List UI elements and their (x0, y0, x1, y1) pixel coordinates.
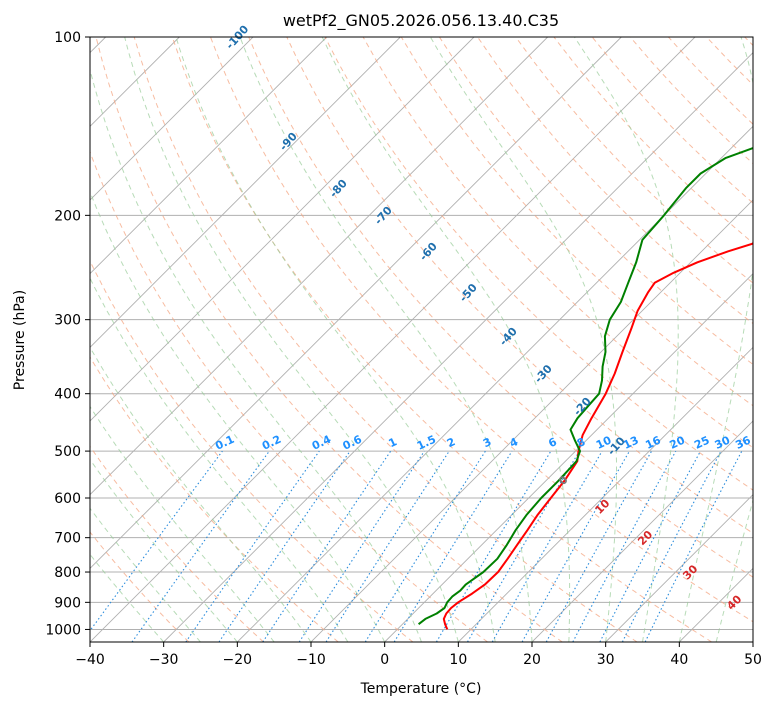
x-tick-label: −40 (75, 652, 105, 668)
mixing-ratio-label: 13 (621, 434, 640, 452)
x-axis-label: Temperature (°C) (360, 681, 482, 697)
mixing-ratio-line (644, 450, 743, 642)
x-tick-label: 30 (597, 652, 615, 668)
mixing-ratio-lines (90, 450, 743, 642)
isotherm (90, 37, 401, 348)
y-tick-label: 300 (54, 313, 81, 329)
x-tick-label: −10 (296, 652, 326, 668)
moist-adiabat (321, 37, 571, 642)
dry-adiabat (286, 37, 753, 534)
y-axis-ticks: 100 200 300 400 500 600 700 800 900 1000 (45, 30, 90, 638)
dry-adiabat (438, 37, 753, 366)
moist-adiabat (90, 458, 238, 642)
mixing-ratio-line (218, 450, 351, 642)
dry-adiabat (171, 37, 712, 642)
isotherm (90, 37, 327, 275)
mixing-ratio-label: 36 (733, 433, 753, 451)
moist-adiabat (90, 190, 386, 642)
chart-title: wetPf2_GN05.2026.056.13.40.C35 (283, 11, 559, 31)
x-tick-label: 50 (744, 652, 762, 668)
mixing-ratio-line (185, 450, 320, 642)
x-tick-label: 10 (449, 652, 467, 668)
mixing-ratio-label: 25 (692, 434, 711, 452)
y-tick-label: 600 (54, 491, 81, 507)
dry-adiabat (400, 37, 753, 407)
isotherm (90, 37, 548, 496)
plot-background (90, 37, 753, 642)
mixing-ratio-label: 20 (668, 433, 688, 451)
dry-adiabat (515, 37, 753, 284)
y-tick-label: 400 (54, 387, 81, 403)
y-tick-label: 200 (54, 208, 81, 224)
dry-adiabat (90, 150, 488, 642)
x-tick-label: −20 (223, 652, 253, 668)
dewpoint-line (417, 147, 753, 625)
plot-frame (89, 36, 754, 643)
mixing-ratio-line (572, 450, 677, 642)
moist-adiabat (239, 37, 533, 642)
mixing-ratio-line (521, 450, 630, 642)
y-tick-label: 100 (54, 30, 81, 46)
isotherm (605, 494, 753, 642)
dry-adiabats (90, 37, 753, 642)
mixing-ratio-label: 30 (713, 433, 733, 451)
dry-adiabat (133, 37, 638, 642)
y-tick-label: 900 (54, 595, 81, 611)
moist-adiabat (124, 37, 459, 642)
isotherm (752, 641, 753, 642)
moist-adiabat (429, 37, 617, 642)
moist-adiabat (90, 67, 422, 642)
dry-adiabat (90, 356, 339, 642)
isotherm (458, 346, 753, 642)
isotherm (531, 420, 753, 642)
isotherm (90, 37, 475, 422)
y-axis-label: Pressure (hPa) (12, 290, 28, 390)
mixing-ratio-line (298, 450, 425, 642)
mixing-ratio-line (90, 450, 223, 632)
plot-area (90, 37, 753, 642)
moist-adiabats (90, 37, 753, 642)
isotherm (90, 37, 254, 201)
mixing-ratio-label: 16 (643, 433, 663, 451)
mixing-ratio-line (131, 450, 270, 642)
x-tick-label: −30 (149, 652, 179, 668)
x-tick-label: 20 (523, 652, 541, 668)
moist-adiabat (175, 37, 496, 642)
dry-adiabat (90, 259, 414, 642)
dry-adiabat (90, 445, 264, 642)
x-axis-ticks: −40 −30 −20 −10 0 10 20 30 40 50 (75, 642, 762, 668)
isotherm (237, 125, 753, 642)
moist-adiabat (90, 276, 349, 642)
x-tick-label: 0 (380, 652, 389, 668)
temperature-line (442, 242, 753, 630)
dry-adiabat (95, 37, 563, 642)
mixing-ratio-line (393, 450, 513, 642)
dry-adiabat (248, 37, 753, 578)
dry-adiabat (90, 531, 190, 642)
mixing-ratio-label: 10 (594, 433, 614, 451)
mixing-ratio-line (262, 450, 392, 642)
y-tick-label: 500 (54, 444, 81, 460)
isotherm (384, 273, 753, 642)
mixing-ratio-line (325, 450, 450, 642)
mixing-ratio-line (545, 450, 653, 642)
x-tick-label: 40 (670, 652, 688, 668)
isotherm (163, 52, 753, 642)
sounding-traces (417, 147, 753, 630)
moist-adiabat (573, 37, 679, 642)
isotherm (90, 37, 622, 569)
pressure-gridlines (90, 37, 753, 630)
y-tick-label: 1000 (45, 622, 81, 638)
y-tick-label: 800 (54, 565, 81, 581)
y-tick-label: 700 (54, 531, 81, 547)
